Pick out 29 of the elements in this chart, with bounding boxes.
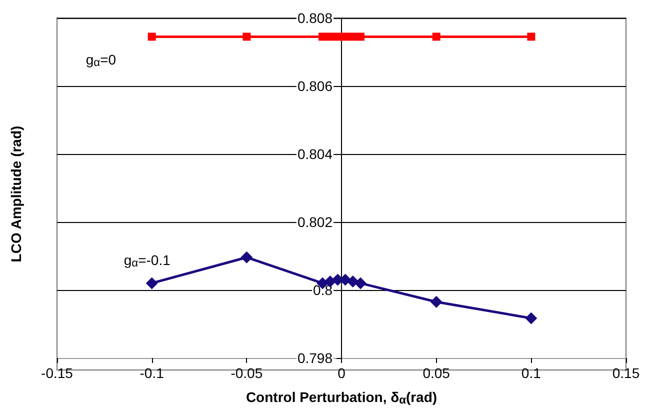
- x-tick-label: -0.1: [140, 365, 164, 381]
- y-tick-label: 0.802: [297, 214, 333, 230]
- x-tick-label: 0: [338, 365, 346, 381]
- point: [432, 32, 440, 41]
- y-tick-label: 0.806: [297, 78, 333, 94]
- point: [348, 32, 357, 41]
- point: [146, 277, 158, 290]
- x-tick-label: -0.05: [230, 365, 263, 381]
- point: [334, 32, 342, 41]
- x-tick-label: 0.05: [422, 365, 450, 381]
- point: [326, 32, 334, 41]
- y-axis-title: LCO Amplitude (rad): [8, 126, 24, 262]
- point: [240, 251, 253, 264]
- point: [318, 32, 327, 41]
- x-tick-label: -0.15: [41, 365, 74, 381]
- point: [148, 32, 156, 41]
- point: [354, 277, 366, 290]
- x-tick-label: 0.15: [612, 365, 640, 381]
- y-tick-label: 0.804: [297, 146, 333, 162]
- point: [430, 296, 442, 308]
- x-tick-label: 0.1: [521, 365, 542, 381]
- point: [525, 312, 538, 324]
- y-tick-label: 0.8: [313, 282, 333, 298]
- y-tick-label: 0.798: [297, 350, 333, 366]
- y-tick-label: 0.808: [297, 10, 333, 26]
- point: [242, 32, 251, 41]
- point: [527, 32, 536, 41]
- point: [341, 32, 350, 41]
- point: [356, 32, 364, 41]
